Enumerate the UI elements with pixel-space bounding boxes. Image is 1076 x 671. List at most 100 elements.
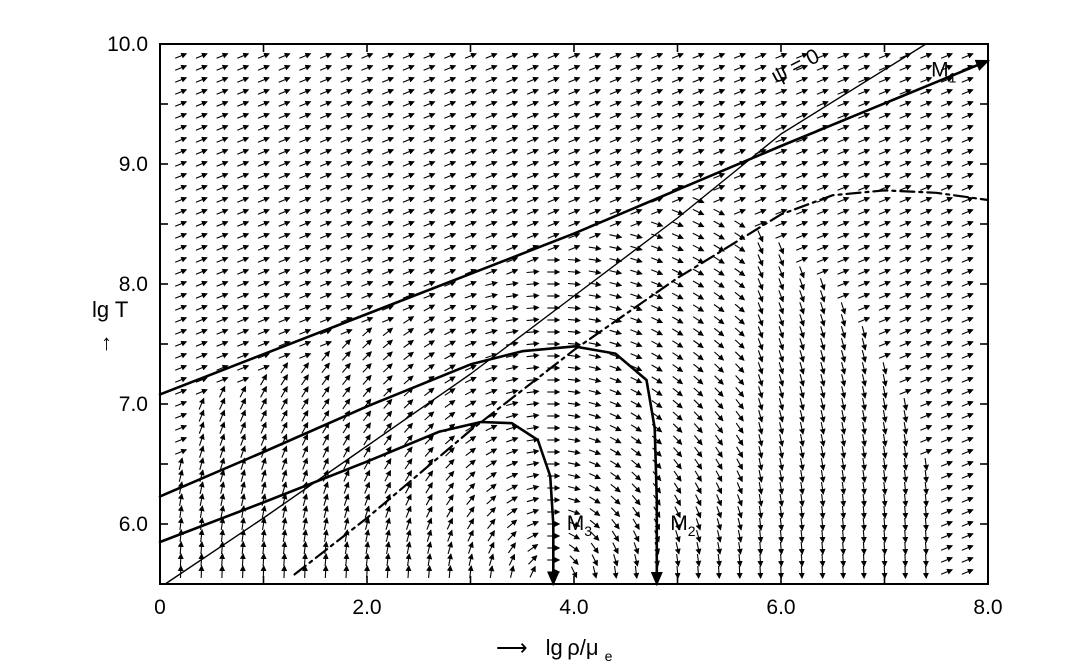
field-vector	[798, 445, 805, 459]
field-vector	[609, 52, 622, 59]
field-vector	[630, 64, 643, 71]
field-vector	[588, 413, 602, 420]
field-vector	[775, 124, 788, 131]
field-vector	[861, 446, 867, 459]
field-vector	[195, 100, 208, 107]
field-vector	[736, 553, 743, 567]
field-vector	[278, 256, 291, 263]
field-vector	[340, 112, 353, 119]
field-vector	[920, 136, 933, 143]
field-vector	[795, 244, 809, 251]
field-vector	[961, 508, 974, 515]
x-axis-label-subscript: e	[605, 648, 613, 664]
field-vector	[278, 52, 291, 59]
field-vector	[692, 160, 705, 167]
field-vector	[340, 52, 353, 59]
field-vector	[695, 541, 702, 555]
field-vector	[257, 76, 270, 83]
x-tick-label: 2.0	[352, 596, 381, 619]
field-vector	[940, 196, 954, 203]
field-vector	[713, 76, 726, 83]
field-vector	[174, 184, 188, 191]
field-vector	[526, 76, 540, 83]
field-vector	[301, 386, 309, 398]
field-vector	[692, 112, 705, 119]
field-vector	[384, 481, 391, 494]
field-vector	[672, 399, 683, 409]
field-vector	[651, 340, 663, 348]
field-vector	[778, 362, 785, 375]
field-vector	[343, 517, 350, 530]
field-vector	[816, 64, 829, 71]
field-vector	[506, 208, 519, 215]
field-vector	[630, 436, 642, 444]
field-vector	[505, 304, 519, 311]
field-vector	[446, 565, 453, 579]
field-vector	[798, 505, 805, 519]
field-vector	[588, 353, 602, 360]
field-vector	[858, 232, 871, 239]
field-vector	[195, 64, 208, 71]
field-vector	[778, 374, 785, 387]
field-vector	[609, 424, 622, 432]
field-vector	[837, 160, 850, 167]
field-vector	[588, 160, 602, 167]
field-vector	[506, 268, 519, 275]
curves	[158, 43, 990, 586]
field-vector	[881, 541, 888, 555]
curve-5	[293, 189, 990, 576]
field-vector	[757, 529, 764, 543]
field-vector	[713, 112, 726, 119]
field-vector	[425, 493, 433, 506]
field-vector	[651, 52, 664, 59]
field-vector	[485, 136, 498, 143]
field-vector	[692, 316, 705, 324]
field-vector	[695, 506, 702, 519]
field-vector	[281, 481, 288, 494]
field-vector	[816, 100, 829, 107]
field-vector	[940, 508, 954, 515]
field-vector	[257, 316, 270, 323]
field-vector	[734, 291, 746, 301]
field-vector	[795, 184, 809, 191]
field-vector	[198, 529, 205, 543]
field-vector	[715, 470, 723, 483]
field-vector	[630, 88, 643, 95]
field-vector	[713, 88, 726, 95]
field-vector	[485, 112, 498, 119]
field-vector	[860, 482, 867, 495]
field-vector	[671, 172, 684, 179]
field-vector	[405, 565, 412, 579]
field-vector	[444, 196, 457, 203]
field-vector	[485, 268, 498, 275]
field-vector	[692, 232, 705, 240]
y-tick-label: 10.0	[107, 33, 148, 56]
field-vector	[444, 400, 456, 408]
field-vector	[319, 304, 333, 311]
field-vector	[819, 290, 826, 303]
field-vector	[799, 386, 805, 399]
field-vector	[444, 64, 457, 71]
field-vector	[402, 136, 415, 143]
field-vector	[361, 112, 374, 119]
field-vector	[735, 398, 744, 410]
field-vector	[278, 244, 291, 251]
field-vector	[487, 518, 496, 530]
field-vector	[506, 52, 519, 59]
field-vector	[526, 88, 540, 95]
field-vector	[609, 220, 622, 227]
field-vector	[651, 196, 664, 203]
field-vector	[716, 518, 723, 531]
field-vector	[837, 172, 850, 179]
field-vector	[568, 196, 581, 203]
field-vector	[529, 565, 536, 578]
field-vector	[485, 100, 498, 107]
field-vector	[692, 148, 705, 155]
field-vector	[899, 100, 912, 107]
field-vector	[464, 316, 478, 323]
field-vector	[526, 412, 540, 419]
field-vector	[757, 469, 764, 483]
field-vector	[837, 232, 850, 239]
field-vector	[920, 292, 933, 299]
